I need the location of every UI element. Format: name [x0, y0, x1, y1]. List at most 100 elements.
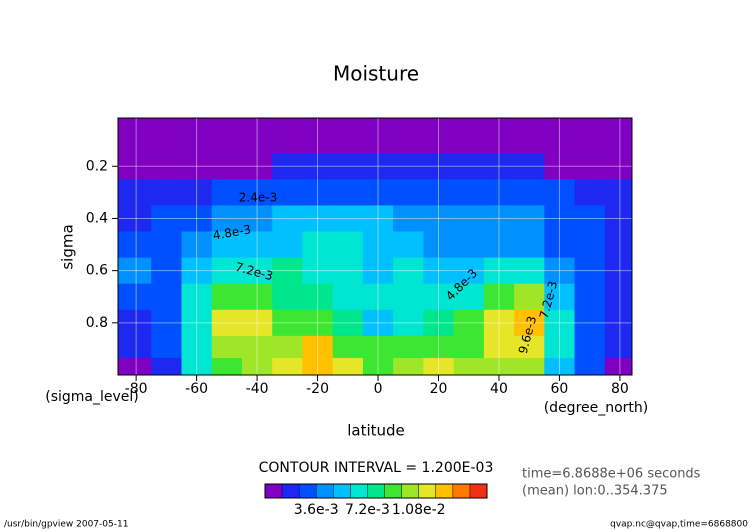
contour-cell [453, 179, 485, 206]
contour-cell [514, 153, 545, 180]
contour-cell [362, 257, 394, 285]
contour-cell [483, 358, 515, 376]
contour-cell [604, 283, 633, 311]
contour-cell [118, 257, 152, 285]
contour-cell [514, 118, 545, 154]
contour-cell [544, 335, 576, 359]
contour-cell [211, 179, 243, 206]
contour-cell [544, 118, 576, 154]
x-axis-label: latitude [347, 422, 405, 440]
contour-cell [211, 118, 243, 154]
contour-cell [604, 257, 633, 285]
contour-cell [483, 309, 515, 337]
contour-cell [483, 335, 515, 359]
contour-cell [362, 283, 394, 311]
contour-cell [332, 231, 364, 259]
contour-interval: CONTOUR INTERVAL = 1.200E-03 [259, 460, 494, 476]
contour-cell [241, 335, 273, 359]
contour-cell [302, 257, 334, 285]
contour-cell [118, 153, 152, 180]
contour-cell [574, 358, 606, 376]
y-axis-units: (sigma_level) [45, 389, 139, 405]
contour-cell [211, 358, 243, 376]
contour-cell [181, 358, 213, 376]
contour-cell [604, 179, 633, 206]
contour-cell [211, 309, 243, 337]
contour-cell [544, 257, 576, 285]
contour-cell [118, 205, 152, 232]
contour-cell [241, 118, 273, 154]
contour-cell [272, 358, 303, 376]
contour-cell [423, 118, 455, 154]
contour-cell [483, 118, 515, 154]
contour-cell [272, 205, 303, 232]
contour-cell [453, 257, 485, 285]
contour-cell [118, 358, 152, 376]
contour-cell [393, 335, 424, 359]
contour-cell [241, 257, 273, 285]
contour-cell [393, 283, 424, 311]
contour-cell [362, 335, 394, 359]
contour-cell [241, 309, 273, 337]
contour-cell [272, 309, 303, 337]
contour-cell [483, 283, 515, 311]
info-line: time=6.8688e+06 seconds [522, 467, 701, 482]
contour-cell [604, 153, 633, 180]
contour-cell [453, 309, 485, 337]
contour-cell [393, 153, 424, 180]
colorbar-tick-label: 3.6e-3 [294, 502, 339, 518]
footer-left: /usr/bin/gpview 2007-05-11 [4, 520, 128, 530]
x-tick-label: 80 [611, 381, 629, 397]
contour-cell [453, 283, 485, 311]
contour-cell [362, 118, 394, 154]
contour-cell [574, 118, 606, 154]
contour-cell [181, 179, 213, 206]
contour-cell [604, 358, 633, 376]
contour-cell [453, 231, 485, 259]
contour-cell [453, 153, 485, 180]
contour-cell [514, 205, 545, 232]
contour-cell [272, 283, 303, 311]
contour-cell [453, 358, 485, 376]
contour-cell [302, 153, 334, 180]
contour-cell [362, 179, 394, 206]
contour-cell [483, 153, 515, 180]
contour-cell [483, 179, 515, 206]
contour-cell [332, 257, 364, 285]
contour-cell [574, 335, 606, 359]
contour-label: 2.4e-3 [239, 191, 277, 205]
contour-cell [211, 153, 243, 180]
contour-cell [241, 205, 273, 232]
contour-cell [423, 179, 455, 206]
contour-cell [332, 283, 364, 311]
contour-cell [181, 309, 213, 337]
contour-cell [393, 257, 424, 285]
contour-cell [302, 179, 334, 206]
contour-cell [604, 118, 633, 154]
contour-cell [181, 231, 213, 259]
x-axis-units: (degree_north) [544, 400, 649, 416]
contour-cell [332, 179, 364, 206]
y-tick-label: 0.8 [86, 315, 108, 331]
contour-cell [453, 118, 485, 154]
contour-cell [423, 205, 455, 232]
colorbar-swatch [469, 484, 488, 498]
contour-cell [181, 335, 213, 359]
colorbar-swatch [350, 484, 368, 498]
contour-cell [302, 335, 334, 359]
contour-cell [393, 118, 424, 154]
contour-cell [272, 335, 303, 359]
contour-cell [332, 358, 364, 376]
contour-cell [423, 231, 455, 259]
contour-cell [241, 283, 273, 311]
contour-cell [151, 231, 182, 259]
contour-cell [302, 231, 334, 259]
chart-title: Moisture [333, 62, 419, 86]
x-tick-label: 60 [551, 381, 569, 397]
contour-cell [574, 283, 606, 311]
contour-cell [544, 358, 576, 376]
contour-cell [544, 231, 576, 259]
contour-cell [272, 118, 303, 154]
contour-cell [302, 205, 334, 232]
